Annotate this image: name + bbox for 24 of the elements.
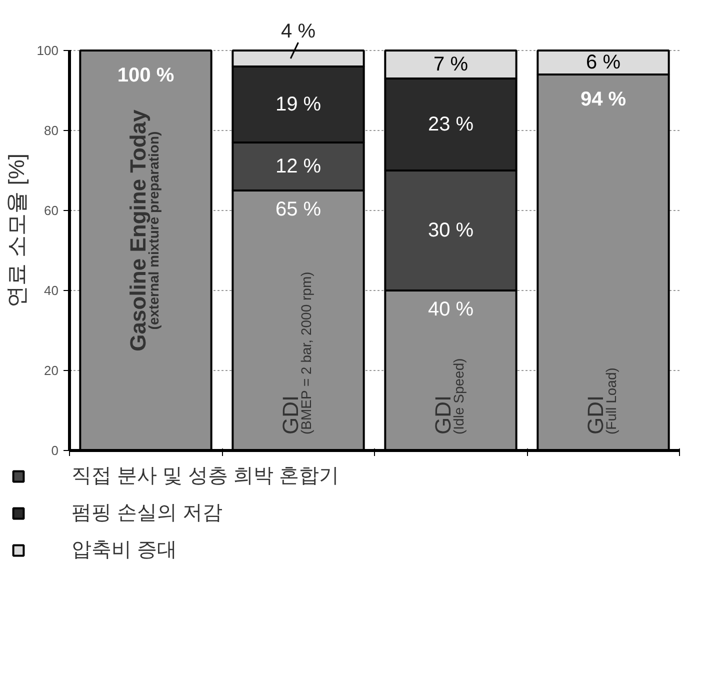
data-label: 65 % bbox=[275, 198, 322, 220]
data-label: 4 % bbox=[281, 20, 316, 42]
y-tick-label: 80 bbox=[44, 123, 59, 138]
y-tick-label: 60 bbox=[44, 203, 59, 218]
annotation: (Full Load) bbox=[602, 368, 619, 434]
data-label: 23 % bbox=[428, 114, 474, 136]
y-tick-label: 20 bbox=[44, 363, 59, 378]
data-label: 19 % bbox=[275, 94, 322, 116]
y-axis-title: 연료 소모율 [%] bbox=[4, 153, 29, 308]
data-label: 100 % bbox=[117, 64, 174, 86]
data-label: 7 % bbox=[434, 54, 468, 76]
y-tick-label: 40 bbox=[44, 283, 59, 298]
annotation: (BMEP = 2 bar, 2000 rpm) bbox=[298, 272, 314, 434]
legend-label: 직접 분사 및 성층 희박 혼합기 bbox=[71, 464, 340, 489]
data-label: 30 % bbox=[428, 220, 474, 242]
legend-label: 펌핑 손실의 저감 bbox=[71, 501, 222, 526]
data-label: 6 % bbox=[586, 52, 621, 74]
legend-label: 압축비 증대 bbox=[71, 538, 177, 563]
annotation: (Idle Speed) bbox=[450, 358, 466, 434]
y-tick-label: 100 bbox=[36, 43, 59, 58]
data-label: 12 % bbox=[275, 156, 322, 178]
data-label: 94 % bbox=[580, 88, 626, 110]
data-label: 40 % bbox=[428, 298, 474, 320]
y-tick-label: 0 bbox=[51, 443, 59, 458]
